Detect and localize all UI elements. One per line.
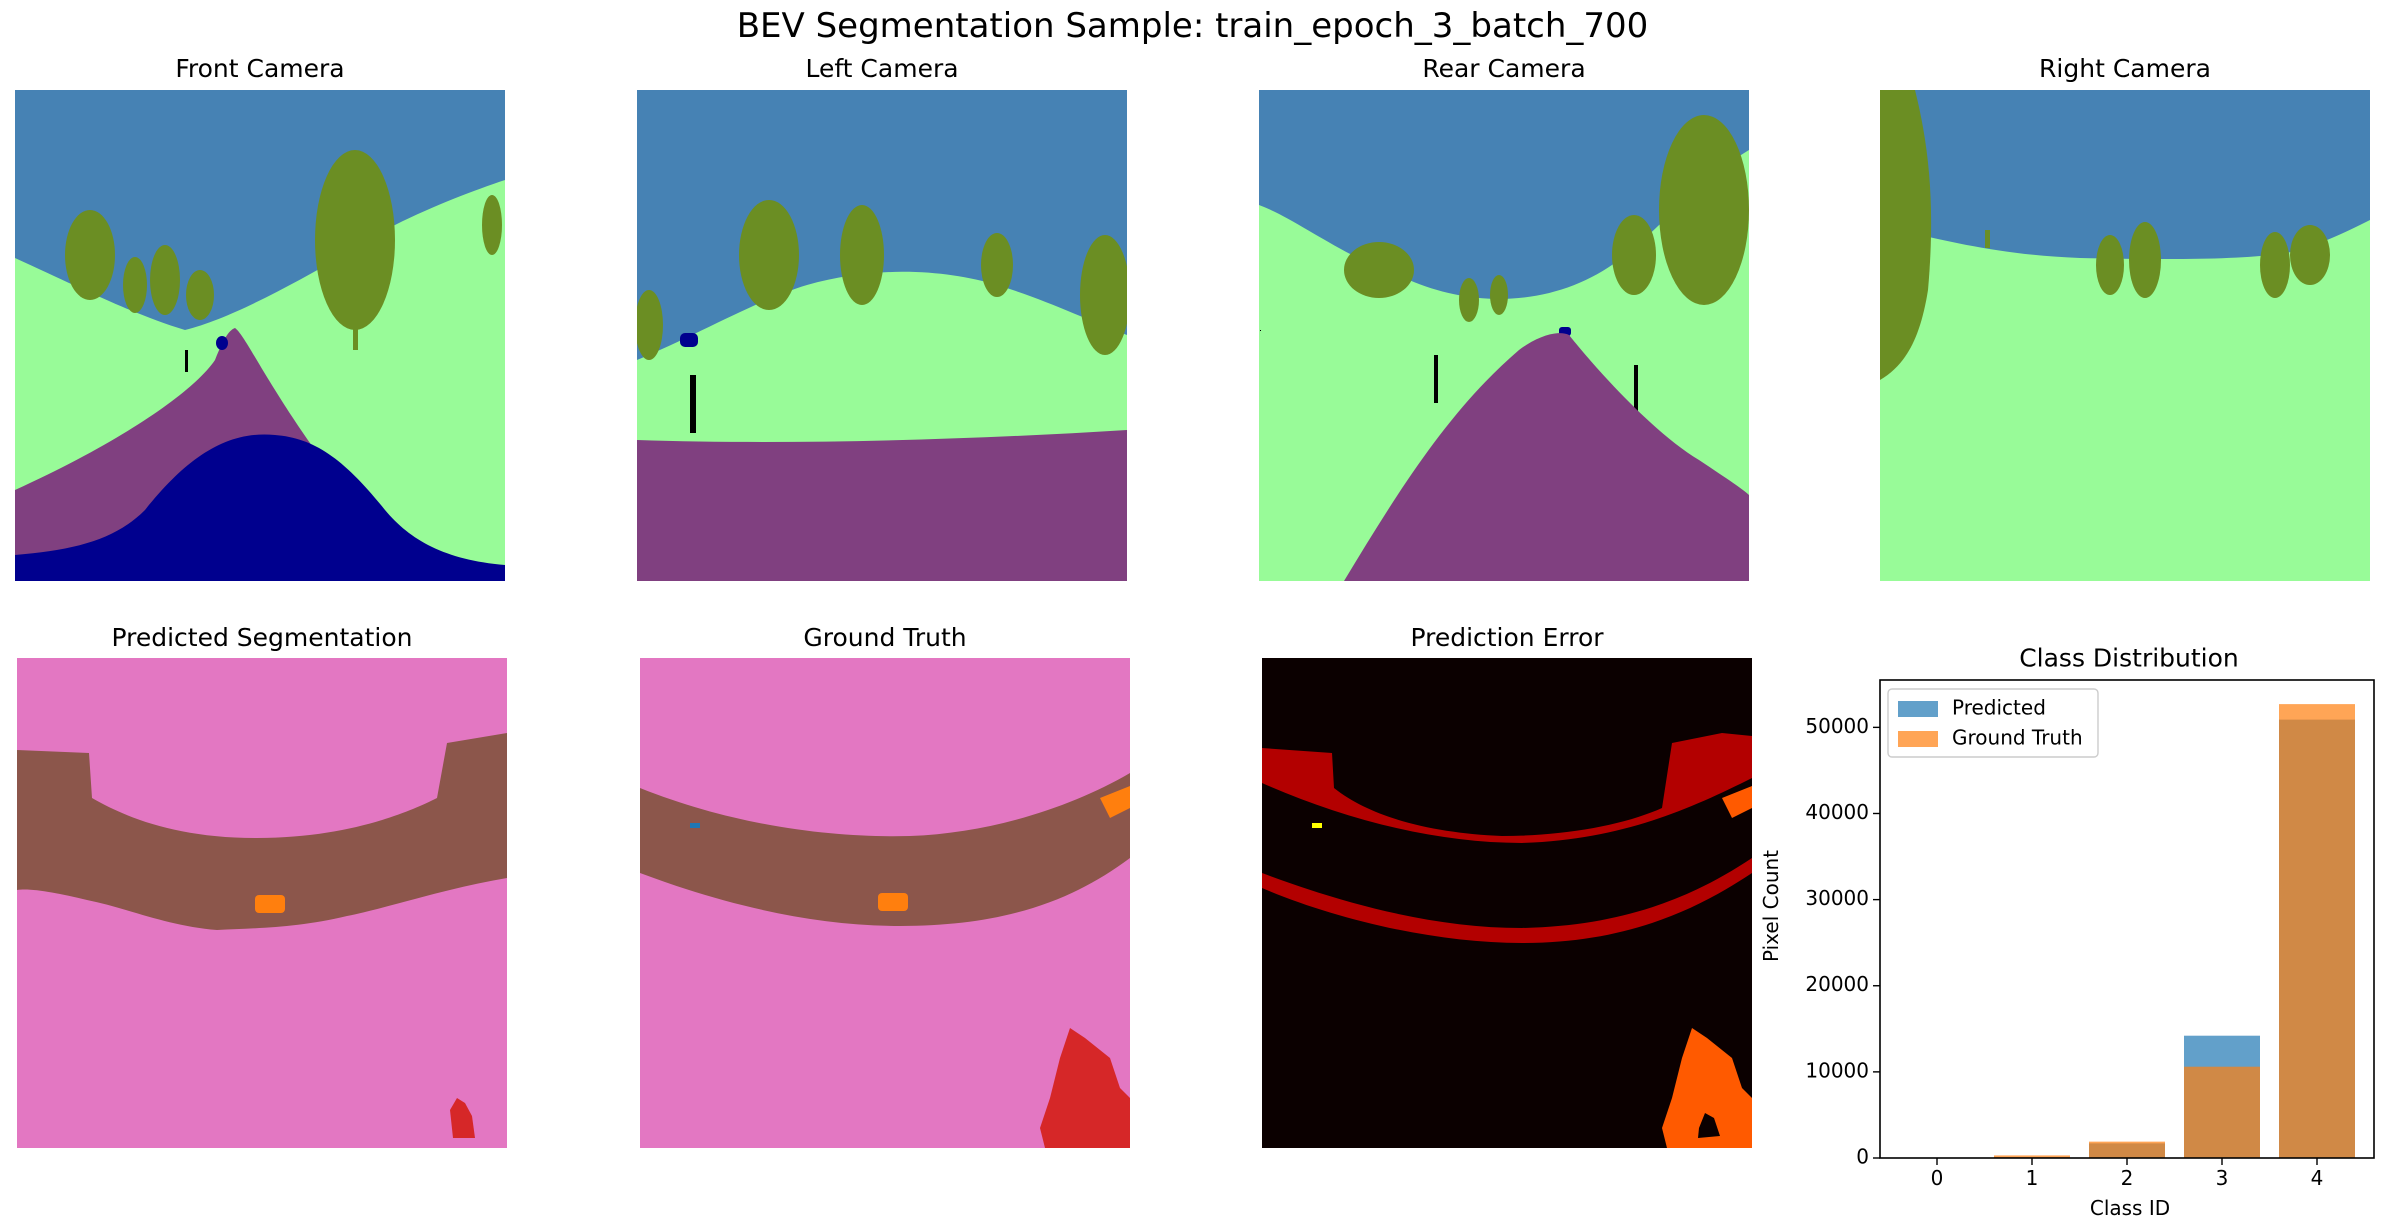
legend-box [1887, 688, 2099, 758]
x-tick-label: 4 [2311, 1166, 2324, 1190]
figure-title: BEV Segmentation Sample: train_epoch_3_b… [736, 6, 1649, 46]
rear-camera-title: Rear Camera [1422, 54, 1586, 83]
y-tick-label: 0 [1856, 1145, 1869, 1169]
bar-ground-truth-3 [2184, 1066, 2260, 1158]
ground-truth-title: Ground Truth [803, 623, 967, 652]
y-tick-label: 20000 [1805, 972, 1869, 996]
x-tick-label: 0 [1931, 1166, 1944, 1190]
x-tick-label: 3 [2216, 1166, 2229, 1190]
legend-label: Predicted [1952, 696, 2046, 720]
right-camera-image [1880, 90, 2370, 581]
chart-xlabel: Class ID [2090, 1196, 2170, 1220]
bar-ground-truth-1 [1994, 1155, 2070, 1158]
x-tick-label: 2 [2121, 1166, 2134, 1190]
predicted-segmentation-title: Predicted Segmentation [111, 623, 413, 652]
legend-label: Ground Truth [1952, 726, 2083, 750]
y-tick-label: 30000 [1805, 886, 1869, 910]
rear-camera-image [1259, 90, 1749, 581]
left-camera-image [637, 90, 1127, 581]
bar-ground-truth-2 [2089, 1141, 2165, 1158]
ground-truth-image [640, 658, 1130, 1148]
prediction-error-title: Prediction Error [1410, 623, 1604, 652]
prediction-error-image [1262, 658, 1752, 1148]
y-tick-label: 10000 [1805, 1058, 1869, 1082]
right-camera-title: Right Camera [2039, 54, 2211, 83]
left-camera-title: Left Camera [805, 54, 959, 83]
chart-ylabel: Pixel Count [1759, 850, 1783, 962]
class-distribution-svg: Class Distribution 0 10000 20000 30000 40000… [1759, 643, 2375, 1220]
class-distribution-chart: Class Distribution 0 10000 20000 30000 40000… [1740, 640, 2380, 1228]
y-tick-label: 40000 [1805, 800, 1869, 824]
legend-swatch [1898, 731, 1938, 747]
chart-title: Class Distribution [2019, 643, 2239, 672]
x-tick-label: 1 [2026, 1166, 2039, 1190]
legend-swatch [1898, 701, 1938, 717]
predicted-segmentation-image [17, 658, 507, 1148]
front-camera-image [15, 90, 505, 581]
chart-legend: Predicted Ground Truth [1887, 688, 2099, 758]
bar-ground-truth-4 [2279, 704, 2355, 1158]
front-camera-title: Front Camera [175, 54, 345, 83]
y-tick-label: 50000 [1805, 714, 1869, 738]
